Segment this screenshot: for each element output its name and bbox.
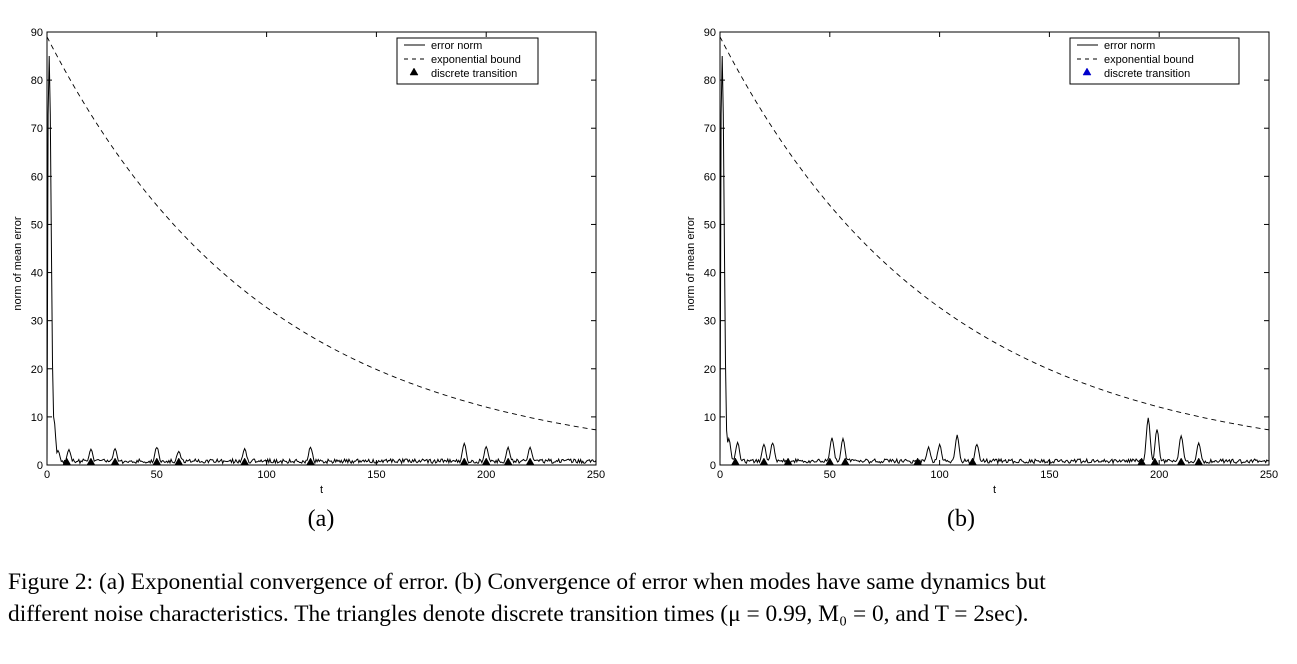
- a-transition-marker-8: [481, 457, 491, 466]
- a-ytick-label-4: 40: [31, 268, 43, 280]
- a-ytick-label-7: 70: [31, 123, 43, 135]
- b-xtick-label-0: 0: [717, 469, 723, 481]
- a-axes-box: [46, 31, 597, 466]
- b-legend: error norm exponential bound discrete tran…: [1069, 37, 1240, 85]
- a-legend-label-0: error norm: [431, 40, 482, 52]
- a-ytick-label-6: 60: [31, 171, 43, 183]
- a-ytick-label-2: 20: [31, 364, 43, 376]
- b-ytick-label-0: 0: [710, 460, 716, 472]
- a-ytick-label-0: 0: [37, 460, 43, 472]
- a-xtick-label-2: 100: [257, 469, 275, 481]
- b-transition-marker-1: [759, 457, 769, 466]
- a-transition-marker-2: [110, 457, 120, 466]
- b-ytick-label-8: 80: [704, 75, 716, 87]
- b-ytick-label-7: 70: [704, 123, 716, 135]
- a-xtick-label-1: 50: [151, 469, 163, 481]
- a-transition-marker-1: [86, 457, 96, 466]
- b-exponential-bound-line: [719, 36, 1270, 431]
- figure-caption: Figure 2: (a) Exponential convergence of…: [8, 566, 1293, 630]
- a-transition-marker-7: [459, 457, 469, 466]
- subfigure-label-a: (a): [307, 506, 335, 532]
- a-x-axis-label: t: [320, 484, 323, 496]
- caption-line-2: different noise characteristics. The tri…: [8, 601, 1029, 627]
- b-ytick-label-9: 90: [704, 27, 716, 39]
- b-y-axis-label: norm of mean error: [685, 216, 697, 310]
- b-transition-marker-2: [783, 457, 793, 466]
- b-transition-marker-5: [913, 457, 923, 466]
- b-x-axis-label: t: [993, 484, 996, 496]
- a-ytick-label-9: 90: [31, 27, 43, 39]
- a-ytick-label-3: 30: [31, 316, 43, 328]
- a-transition-marker-4: [174, 457, 184, 466]
- b-ytick-label-1: 10: [704, 412, 716, 424]
- a-transition-marker-6: [306, 457, 315, 466]
- a-xtick-label-4: 200: [477, 469, 495, 481]
- a-ytick-label-8: 80: [31, 75, 43, 87]
- a-transition-marker-5: [240, 457, 250, 466]
- a-legend: error norm exponential bound discrete tran…: [396, 37, 539, 85]
- b-legend-label-2: discrete transition: [1104, 68, 1190, 80]
- b-ytick-label-2: 20: [704, 364, 716, 376]
- plot-a: 0 50 100 150 200 250 0 10 20 30 40 50 60 70 80 90 t norm …: [12, 27, 605, 496]
- b-ytick-label-3: 30: [704, 316, 716, 328]
- b-transition-marker-3: [825, 457, 835, 466]
- b-legend-triangle-marker: [1082, 67, 1092, 76]
- a-y-axis-label: norm of mean error: [12, 216, 24, 310]
- b-transition-marker-9: [1176, 457, 1186, 466]
- a-xtick-label-5: 250: [587, 469, 605, 481]
- b-legend-label-1: exponential bound: [1104, 54, 1194, 66]
- a-transition-marker-0: [62, 457, 72, 466]
- b-transition-marker-0: [730, 457, 740, 466]
- b-axes-box: [719, 31, 1270, 466]
- b-transition-marker-7: [1137, 457, 1147, 466]
- b-xtick-label-2: 100: [930, 469, 948, 481]
- b-transition-marker-4: [840, 457, 850, 466]
- a-transition-marker-3: [152, 457, 162, 466]
- a-error-norm-line: [46, 56, 597, 466]
- b-xtick-label-5: 250: [1260, 469, 1278, 481]
- b-transition-marker-10: [1194, 457, 1204, 466]
- a-transition-marker-10: [525, 457, 535, 466]
- a-legend-label-2: discrete transition: [431, 68, 517, 80]
- a-legend-triangle-marker: [409, 67, 419, 76]
- a-xtick-label-3: 150: [367, 469, 385, 481]
- b-transition-marker-6: [968, 457, 977, 466]
- caption-line-1: Figure 2: (a) Exponential convergence of…: [8, 569, 1046, 595]
- b-ytick-label-4: 40: [704, 268, 716, 280]
- b-xtick-label-1: 50: [824, 469, 836, 481]
- subfigure-label-b: (b): [947, 506, 975, 532]
- b-ytick-label-6: 60: [704, 171, 716, 183]
- b-xtick-label-4: 200: [1150, 469, 1168, 481]
- a-ytick-label-5: 50: [31, 219, 43, 231]
- a-ytick-label-1: 10: [31, 412, 43, 424]
- a-xtick-label-0: 0: [44, 469, 50, 481]
- b-legend-label-0: error norm: [1104, 40, 1155, 52]
- b-transition-marker-8: [1150, 457, 1160, 466]
- a-legend-box: [396, 37, 539, 85]
- a-transition-marker-9: [503, 457, 513, 466]
- a-exponential-bound-line: [46, 36, 597, 431]
- b-xtick-label-3: 150: [1040, 469, 1058, 481]
- plot-b: 0 50 100 150 200 250 0 10 20 30 40 50 60 70 80 90 t norm …: [685, 27, 1278, 496]
- b-legend-box: [1069, 37, 1240, 85]
- a-legend-label-1: exponential bound: [431, 54, 521, 66]
- b-ytick-label-5: 50: [704, 219, 716, 231]
- b-error-norm-line: [719, 56, 1270, 466]
